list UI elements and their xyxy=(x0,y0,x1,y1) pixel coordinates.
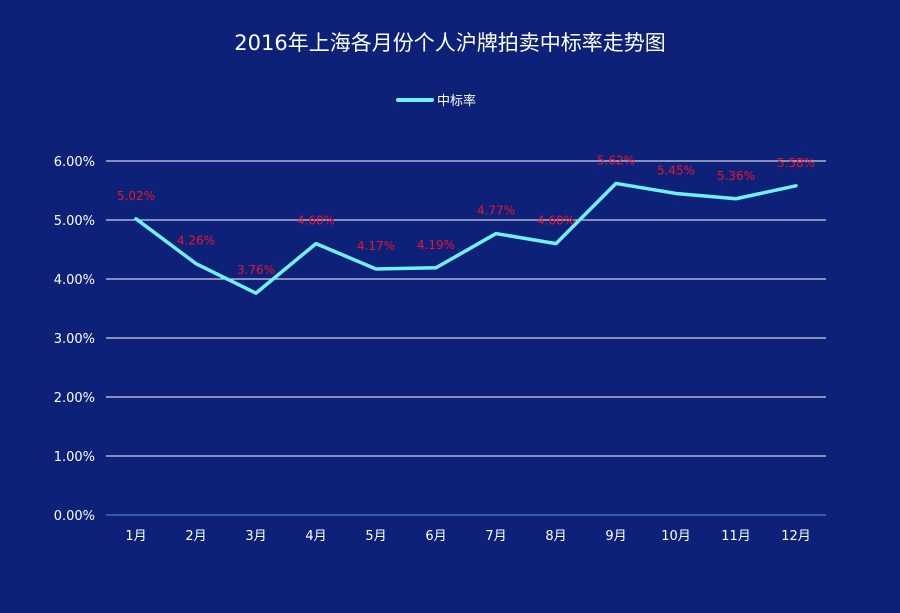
data-label: 3.76% xyxy=(237,263,275,277)
data-label-layer: 5.02% 4.26% 3.76% 4.60% 4.17% 4.19% 4.77% 4.60%… xyxy=(117,153,815,277)
data-label: 5.45% xyxy=(657,163,695,177)
y-tick-label: 4.00% xyxy=(54,273,95,288)
data-point[interactable] xyxy=(794,184,798,188)
data-label: 4.17% xyxy=(357,239,395,253)
data-point[interactable] xyxy=(254,291,258,295)
y-tick-label: 3.00% xyxy=(54,332,95,347)
chart-title: 2016年上海各月份个人沪牌拍卖中标率走势图 xyxy=(234,31,665,55)
data-point[interactable] xyxy=(494,232,498,236)
data-point[interactable] xyxy=(314,242,318,246)
y-tick-label: 1.00% xyxy=(54,450,95,465)
x-tick-label: 5月 xyxy=(365,529,386,544)
y-tick-label: 5.00% xyxy=(54,214,95,229)
data-label: 4.26% xyxy=(177,234,215,248)
series-line[interactable] xyxy=(134,181,798,295)
data-point[interactable] xyxy=(734,197,738,201)
data-point[interactable] xyxy=(434,266,438,270)
x-tick-label: 6月 xyxy=(425,529,446,544)
y-tick-label: 0.00% xyxy=(54,509,95,524)
data-point[interactable] xyxy=(194,262,198,266)
series-layer xyxy=(134,181,798,295)
data-point[interactable] xyxy=(554,242,558,246)
data-point[interactable] xyxy=(374,267,378,271)
grid-layer xyxy=(106,160,826,516)
data-label: 4.77% xyxy=(477,204,515,218)
x-tick-label: 9月 xyxy=(605,529,626,544)
x-tick-label: 7月 xyxy=(485,529,506,544)
x-tick-label: 10月 xyxy=(661,529,691,544)
x-tick-label: 4月 xyxy=(305,529,326,544)
data-label: 5.36% xyxy=(717,169,755,183)
x-axis-ticks: 1月 2月 3月 4月 5月 6月 7月 8月 9月 10月 11月 12月 xyxy=(125,529,810,544)
data-label: 4.60% xyxy=(537,214,575,228)
legend-label: 中标率 xyxy=(437,93,476,109)
x-tick-label: 2月 xyxy=(185,529,206,544)
x-tick-label: 12月 xyxy=(781,529,811,544)
x-tick-label: 11月 xyxy=(721,529,751,544)
x-tick-label: 3月 xyxy=(245,529,266,544)
y-tick-label: 6.00% xyxy=(54,155,95,170)
x-tick-label: 8月 xyxy=(545,529,566,544)
data-label: 5.58% xyxy=(777,156,815,170)
y-tick-label: 2.00% xyxy=(54,391,95,406)
data-label: 4.60% xyxy=(297,214,335,228)
data-label: 5.62% xyxy=(597,153,635,167)
data-point[interactable] xyxy=(674,191,678,195)
data-point[interactable] xyxy=(614,181,618,185)
y-axis-ticks: 0.00% 1.00% 2.00% 3.00% 4.00% 5.00% 6.00% xyxy=(54,155,95,524)
data-label: 4.19% xyxy=(417,238,455,252)
data-point[interactable] xyxy=(134,217,138,221)
legend[interactable]: 中标率 xyxy=(396,93,476,109)
x-tick-label: 1月 xyxy=(125,529,146,544)
data-label: 5.02% xyxy=(117,189,155,203)
